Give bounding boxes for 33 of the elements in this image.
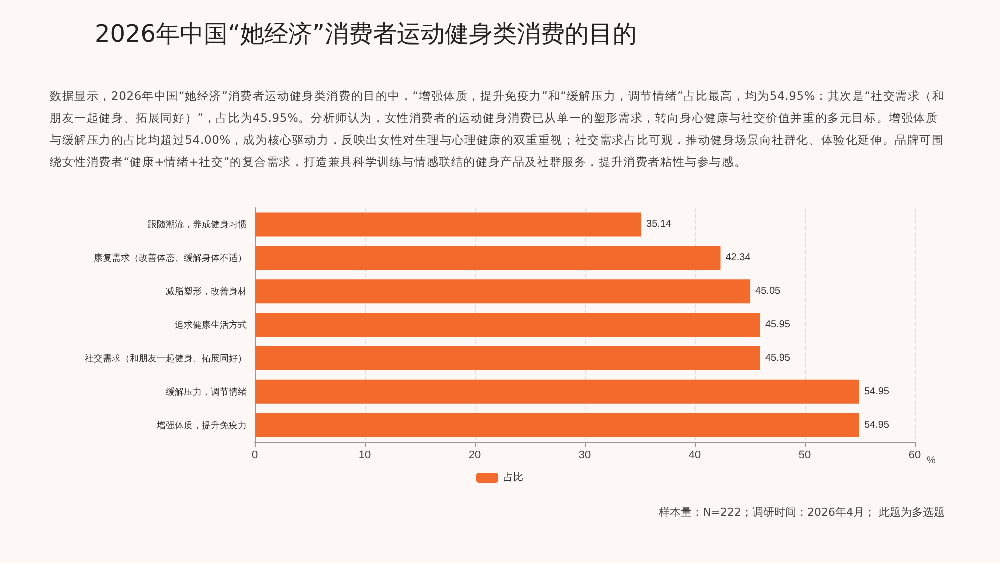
bar [255,246,721,270]
chart-title: 2026年中国“她经济”消费者运动健身类消费的目的 [95,19,637,50]
text: 样本量：N=222；调研时间：2026年4月； 此题为多选题 [659,505,945,520]
data-label: 35.14 [646,219,672,230]
legend-label: 占比 [504,472,524,484]
bar [255,313,760,337]
x-tick-label: 40 [688,450,702,462]
y-tick-label: 康复需求（改善体态、缓解身体不适） [94,253,247,264]
bar [255,212,642,237]
y-tick-label: 增强体质，提升免疫力 [156,420,247,430]
y-tick-label: 社交需求（和朋友一起健身、拓展同好） [85,353,247,364]
chart-subtitle: 数据显示，2026年中国“她经济”消费者运动健身类消费的目的中，“增强体质，提升免疫力”和“缓解压力，调节情绪”占比最高，均为54.95%；其次是“社交需求（和朋友一起健身、拓展同好）”，占比为45.95%。分析师认为，女性消费者的运动健身消费已从单一的塑形需求，转向身心健康与社交价值并重的多元目标。增强体质与缓解压力的占比均超过54.00%，成为核心驱动力，反映出女性对生理与心理健康的双重重视；社交需求占比可观，推动健身场景向社群化、体验化延伸。品牌可围绕女性消费者“健康+情绪+社交”的复合需求，打造兼具科学训练与情感联结的健身产品及社群服务，提升消费者粘性与参与感。 [50,88,946,171]
bar [255,280,751,304]
y-tick-label: 追求健康生活方式 [175,320,247,330]
x-axis-title: % [927,456,936,466]
y-tick-label: 跟随潮流，养成健身习惯 [148,220,247,230]
data-label: 45.95 [765,320,791,330]
data-label: 54.95 [864,420,890,431]
bar [255,380,860,404]
bar [255,346,760,370]
x-tick-label: 30 [578,450,592,462]
data-label: 42.34 [726,252,752,264]
x-tick-label: 10 [358,450,372,462]
y-tick-label: 缓解压力，调节情绪 [166,386,247,397]
x-tick-label: 20 [468,450,482,462]
x-tick-label: 50 [798,450,812,462]
data-label: 45.05 [756,286,782,298]
bar [255,413,860,438]
data-label: 45.95 [765,352,791,364]
y-tick-label: 减脂塑形，改善身材 [166,286,247,297]
data-label: 54.95 [864,386,890,398]
x-tick-label: 0 [252,450,258,462]
x-tick-label: 60 [908,450,922,462]
